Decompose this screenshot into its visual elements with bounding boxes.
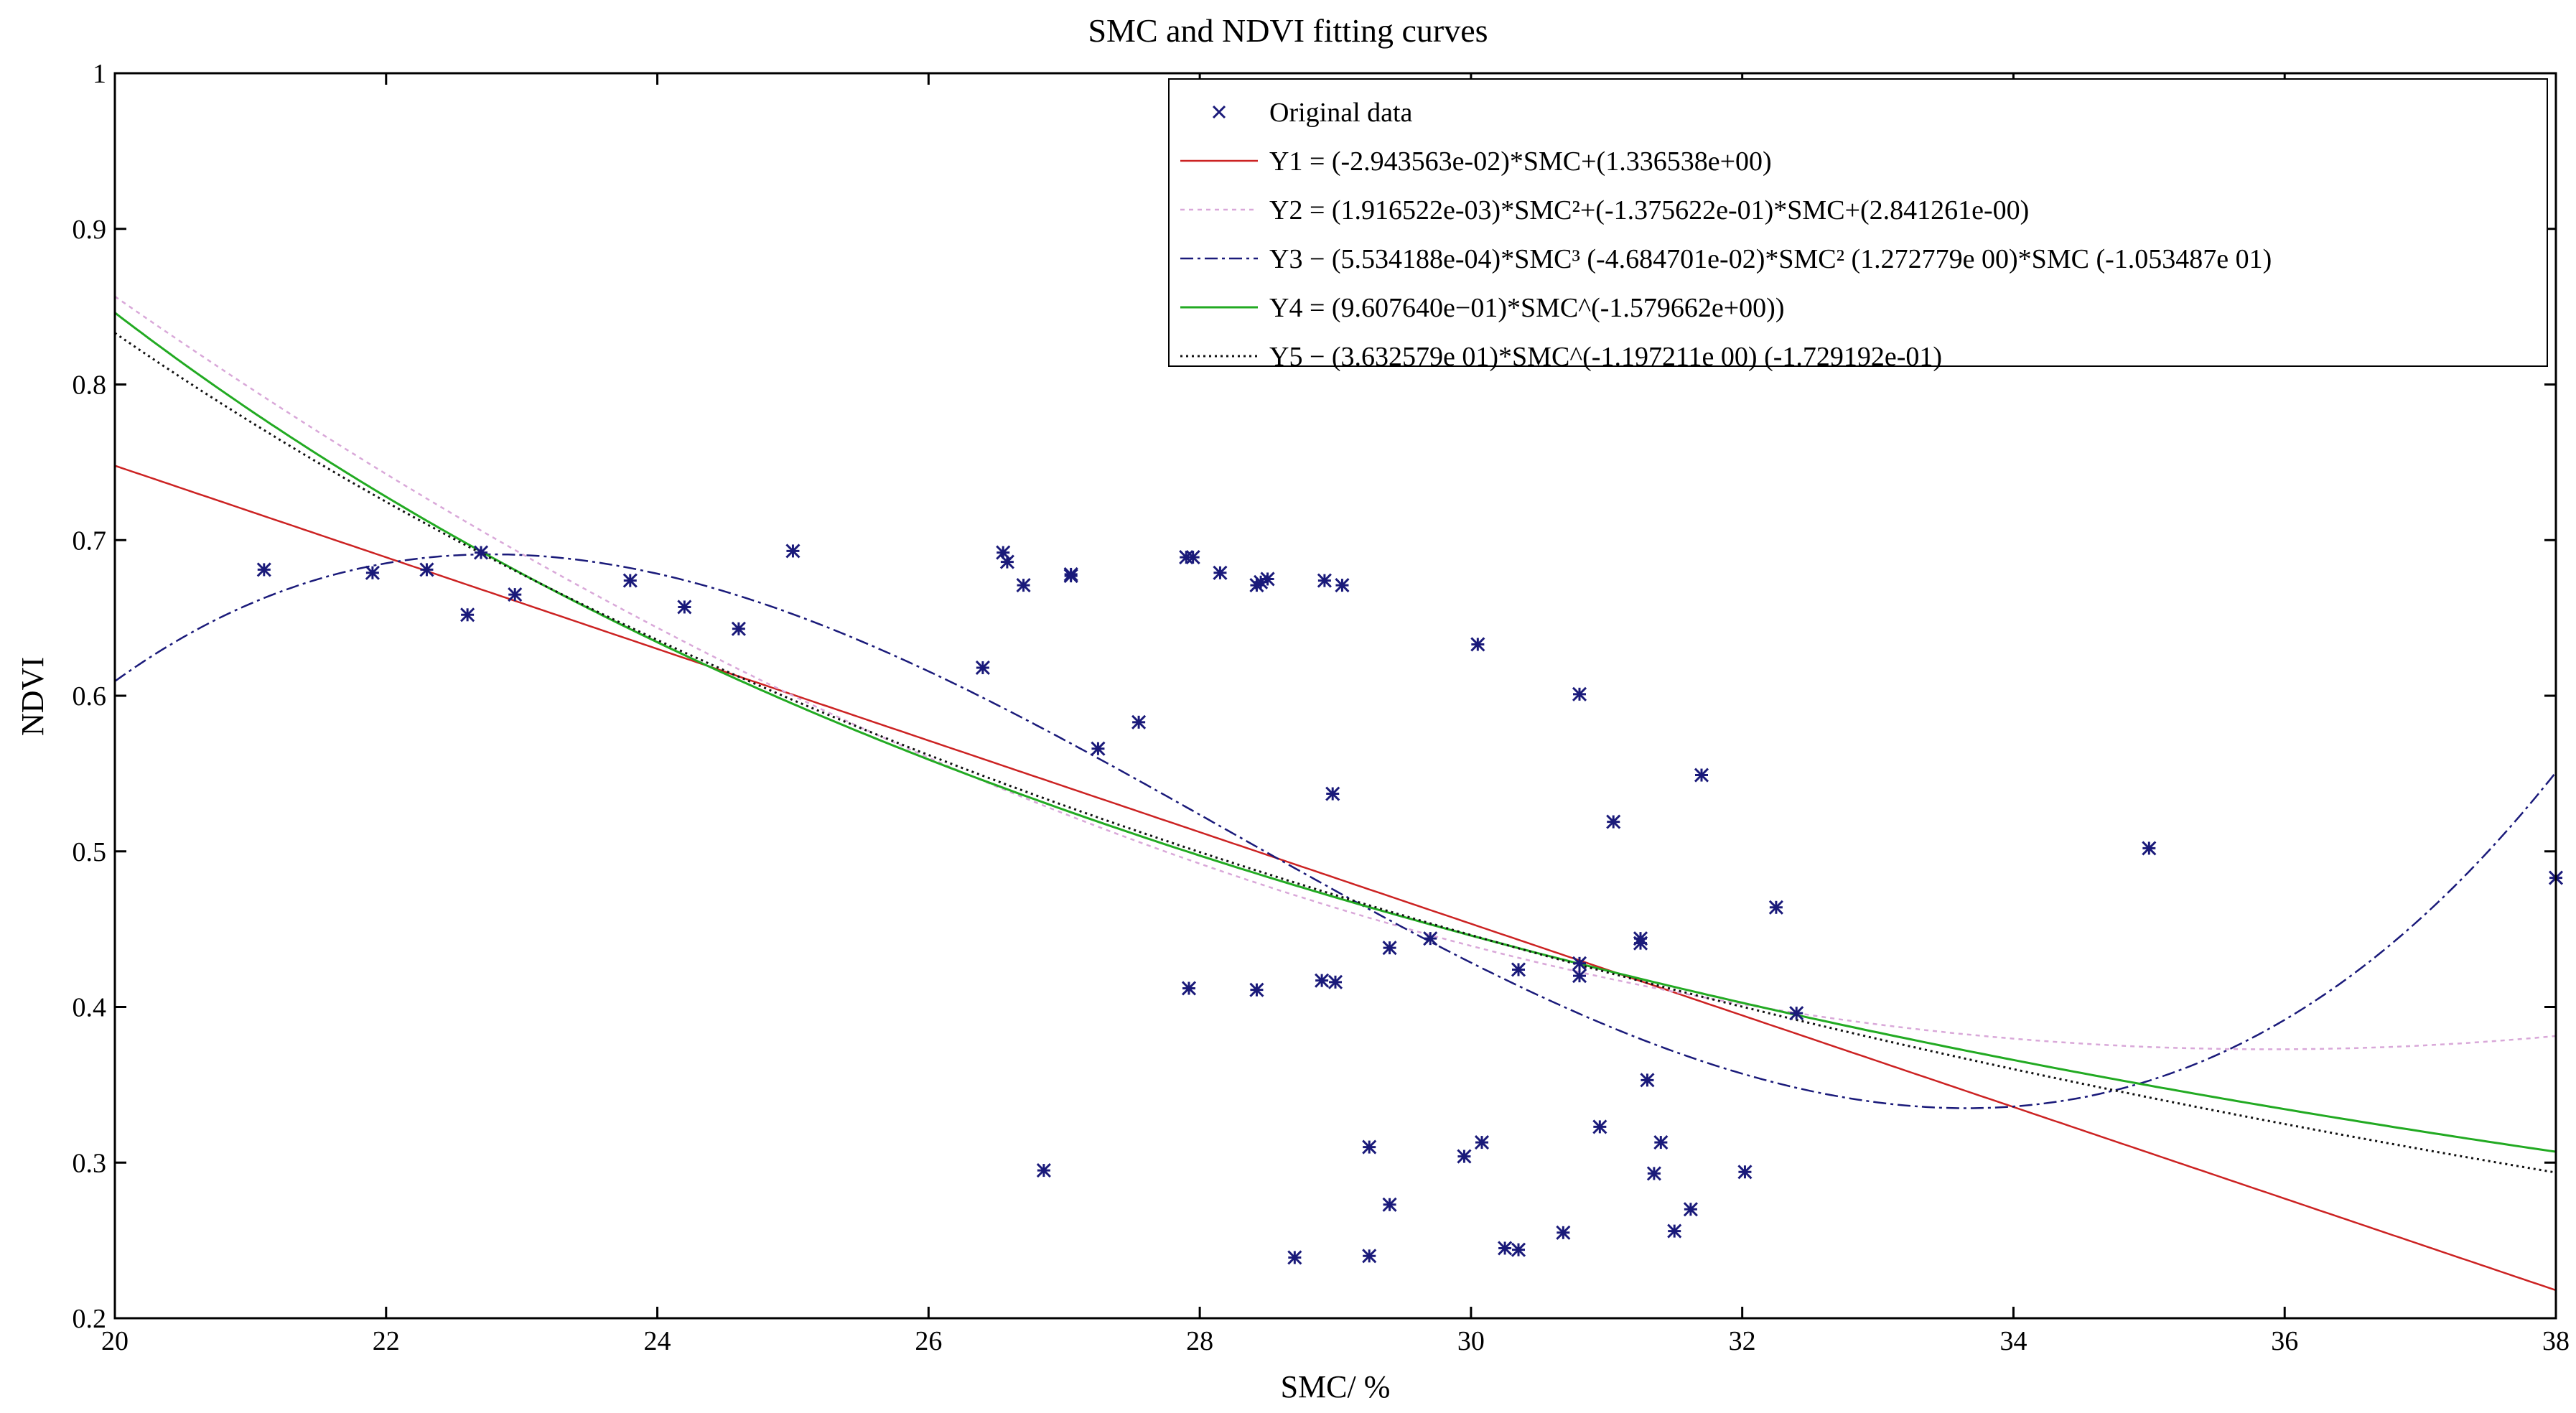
data-point	[1091, 741, 1106, 756]
data-point	[1640, 1073, 1655, 1088]
data-point	[1592, 1119, 1607, 1134]
data-point	[508, 587, 523, 602]
x-axis-label: SMC/ %	[1281, 1369, 1391, 1404]
data-point	[1327, 974, 1343, 989]
data-point	[1511, 1242, 1526, 1257]
data-point	[1556, 1225, 1571, 1240]
data-point	[1789, 1006, 1804, 1021]
data-point	[1325, 786, 1340, 801]
y-tick-label: 1	[93, 59, 106, 89]
data-point	[365, 565, 380, 580]
legend-label: Y2 = (1.916522e-03)*SMC²+(-1.375622e-01)…	[1269, 195, 2029, 225]
data-point	[1768, 900, 1783, 915]
data-point	[1362, 1249, 1377, 1264]
data-point	[1606, 814, 1621, 829]
data-point	[419, 562, 434, 577]
data-point	[1457, 1149, 1472, 1164]
x-tick-label: 30	[1457, 1326, 1485, 1356]
data-point	[1694, 768, 1709, 783]
data-point	[1498, 1241, 1513, 1256]
x-tick-label: 38	[2542, 1326, 2570, 1356]
data-point	[1511, 962, 1526, 977]
y-tick-label: 0.8	[73, 370, 107, 401]
y-tick-label: 0.2	[73, 1304, 107, 1334]
data-point	[1213, 565, 1228, 580]
curves-layer	[114, 295, 2557, 1292]
data-point	[785, 544, 801, 559]
curve-y5	[114, 332, 2557, 1174]
y-tick-label: 0.7	[73, 526, 107, 556]
x-tick-label: 26	[915, 1326, 942, 1356]
legend-label: Original data	[1269, 98, 1413, 128]
legend-box	[1168, 78, 2548, 367]
data-point	[622, 573, 638, 588]
data-point	[1317, 573, 1332, 588]
y-tick-label: 0.6	[73, 681, 107, 712]
data-point	[1572, 686, 1587, 701]
data-point	[2142, 841, 2157, 856]
data-point	[1572, 956, 1587, 971]
data-point	[975, 660, 990, 676]
data-point	[1063, 569, 1078, 584]
data-point	[1633, 936, 1648, 951]
data-point	[473, 545, 489, 560]
x-tick-label: 24	[644, 1326, 671, 1356]
legend-label: Y4 = (9.607640e−01)*SMC^(-1.579662e+00))	[1269, 293, 1785, 323]
data-point	[999, 554, 1014, 569]
data-point	[1470, 637, 1485, 652]
data-point	[1131, 714, 1147, 729]
data-point	[256, 562, 271, 577]
x-tick-label: 36	[2271, 1326, 2298, 1356]
legend-label: Y5 − (3.632579e 01)*SMC^(-1.197211e 00) …	[1269, 342, 1942, 372]
x-tick-label: 28	[1186, 1326, 1213, 1356]
legend-marker	[1212, 105, 1226, 119]
x-tick-label: 20	[101, 1326, 129, 1356]
data-point	[460, 607, 475, 622]
data-point	[1260, 572, 1275, 587]
data-point	[1036, 1163, 1051, 1178]
ticks-layer: 20 22 24 26 28 30 32 34 36 38 0.2 0.3 0.4 0.5 0.6 0.7 0.…	[73, 59, 2570, 1356]
legend-label: Y3 − (5.534188e-04)*SMC³ (-4.684701e-02)…	[1269, 244, 2272, 274]
data-point	[1016, 578, 1031, 593]
data-point	[1474, 1135, 1490, 1150]
data-point	[1335, 578, 1350, 593]
y-tick-label: 0.3	[73, 1148, 107, 1178]
x-tick-label: 34	[1999, 1326, 2027, 1356]
curve-y2	[114, 295, 2557, 1050]
data-point	[677, 600, 692, 615]
data-point	[1572, 969, 1587, 984]
data-point	[1646, 1166, 1661, 1181]
curve-y3	[114, 553, 2557, 1109]
chart-title: SMC and NDVI fitting curves	[1088, 12, 1488, 49]
data-point	[1185, 550, 1200, 565]
legend: Original data Y1 = (-2.943563e-02)*SMC+(1…	[1168, 78, 2548, 372]
data-point	[1737, 1165, 1753, 1180]
legend-label: Y1 = (-2.943563e-02)*SMC+(1.336538e+00)	[1269, 146, 1772, 177]
data-point	[1382, 941, 1397, 956]
data-point	[1181, 981, 1197, 996]
y-axis-label: NDVI	[15, 657, 50, 736]
data-point	[1653, 1135, 1669, 1150]
y-tick-label: 0.5	[73, 837, 107, 867]
data-point	[1683, 1202, 1698, 1217]
x-tick-label: 22	[373, 1326, 400, 1356]
curve-y4	[114, 312, 2557, 1153]
data-point	[1287, 1250, 1302, 1265]
data-point	[731, 621, 746, 636]
data-point	[1362, 1139, 1377, 1155]
curve-y1	[114, 465, 2557, 1292]
data-point	[1667, 1223, 1682, 1239]
x-tick-label: 32	[1729, 1326, 1756, 1356]
y-tick-label: 0.4	[73, 993, 107, 1023]
points-layer	[256, 544, 2564, 1265]
data-point	[1423, 931, 1438, 946]
data-point	[1315, 973, 1330, 988]
data-point	[1249, 982, 1264, 997]
data-point	[1382, 1197, 1397, 1212]
y-tick-label: 0.9	[73, 215, 107, 245]
